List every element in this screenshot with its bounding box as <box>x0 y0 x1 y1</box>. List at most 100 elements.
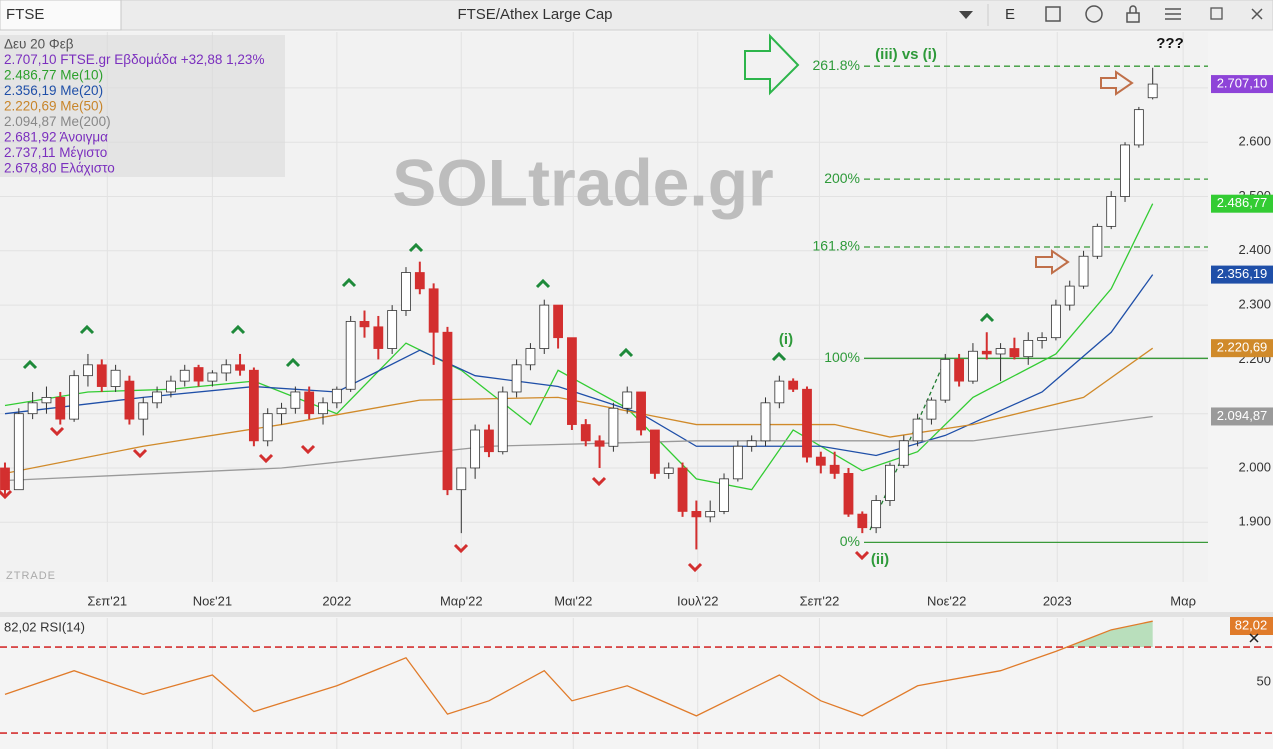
rsi-title: 82,02 RSI(14) <box>4 619 85 634</box>
price-tag-label: 82,02 <box>1235 617 1268 632</box>
x-tick-label: Μαρ'22 <box>440 593 483 608</box>
lock-shackle <box>1129 5 1137 13</box>
fib-label: 0% <box>840 533 860 549</box>
comment-button[interactable] <box>1085 5 1103 23</box>
signal-up <box>408 242 424 253</box>
candle-body <box>788 380 799 390</box>
candle-body <box>373 326 384 349</box>
y-tick-label: 2.300 <box>1238 297 1271 312</box>
candle-body <box>981 350 992 355</box>
candle-body <box>871 500 882 529</box>
y-tick-label: 1.900 <box>1238 514 1271 529</box>
close-panel[interactable] <box>1249 633 1259 643</box>
price-tag-label: 2.220,69 <box>1217 340 1268 355</box>
candle-body <box>207 372 218 382</box>
fib-label: 261.8% <box>813 57 860 73</box>
x-tick-label: 2023 <box>1043 593 1072 608</box>
candle-body <box>567 337 577 425</box>
symbol[interactable]: FTSE <box>6 6 44 23</box>
candle-body <box>235 364 245 371</box>
signal-down <box>258 453 274 464</box>
candle-body <box>221 364 232 374</box>
brown-arrow <box>1035 249 1070 275</box>
candle-body <box>622 391 633 409</box>
moving-average <box>4 415 1153 482</box>
candle-body <box>166 380 176 393</box>
candle-body <box>594 440 605 447</box>
panel-separator <box>0 612 1273 617</box>
candle-body <box>719 478 729 512</box>
candle-body <box>954 358 964 382</box>
x-tick-label: Μαρ <box>1170 593 1196 608</box>
x-tick-label: Σεπ'21 <box>87 593 127 608</box>
symbol-box[interactable] <box>0 0 122 31</box>
candle-body <box>179 369 190 382</box>
signal-up <box>618 347 634 358</box>
candle-body <box>926 399 937 420</box>
candle-body <box>525 348 536 366</box>
rsi-line <box>4 620 1153 717</box>
menu-button[interactable] <box>1165 8 1181 20</box>
x-tick-label: Μαι'22 <box>554 593 592 608</box>
candle-body <box>1078 255 1089 287</box>
signal-down <box>687 562 703 573</box>
candle-body <box>138 402 149 420</box>
candle-body <box>968 350 978 382</box>
candle-body <box>110 369 121 387</box>
candle-body <box>152 391 162 404</box>
candle-body <box>484 429 494 453</box>
legend-line: 2.678,80 Ελάχιστο <box>4 161 115 176</box>
x-tick-label: Ιουλ'22 <box>677 593 718 608</box>
y-tick-label: 2.000 <box>1238 459 1271 474</box>
candle-body <box>13 413 24 491</box>
signal-up <box>22 359 38 370</box>
annotation: (iii) vs (i) <box>875 46 937 63</box>
signal-up <box>285 357 301 368</box>
candle-body <box>290 391 301 409</box>
dropdown[interactable] <box>959 11 973 19</box>
legend-line: 2.356,19 Me(20) <box>4 83 103 98</box>
annotation: (ii) <box>871 551 889 568</box>
candle-body <box>539 304 550 349</box>
legend-line: 2.220,69 Me(50) <box>4 99 103 114</box>
signal-down <box>591 476 607 487</box>
candle-body <box>414 272 425 290</box>
signal-up <box>979 312 995 323</box>
layout-button[interactable] <box>1045 6 1061 22</box>
mode-button[interactable]: E <box>1005 6 1015 23</box>
candle-body <box>359 320 370 328</box>
candle-body <box>705 511 716 518</box>
close-button[interactable] <box>1251 8 1263 20</box>
candle-body <box>1133 109 1144 146</box>
candle-body <box>1147 83 1158 99</box>
candle-body <box>553 304 563 339</box>
candle-body <box>193 367 204 382</box>
candle-body <box>677 467 688 512</box>
candle-body <box>636 391 646 431</box>
fib-label: 161.8% <box>813 238 860 254</box>
candle-body <box>428 288 439 333</box>
candle-body <box>387 310 398 349</box>
candle-body <box>83 364 93 377</box>
candle-body <box>898 440 909 466</box>
y-tick-label: 50 <box>1257 673 1271 688</box>
signal-down <box>0 489 13 500</box>
lock-button[interactable] <box>1126 12 1140 23</box>
fib-label: 200% <box>824 170 860 186</box>
signal-down <box>453 543 469 554</box>
candle-body <box>1050 304 1061 339</box>
moving-average <box>4 347 1154 475</box>
legend-box <box>0 35 285 177</box>
candle-body <box>511 364 522 393</box>
signal-down <box>854 550 870 561</box>
candle-body <box>843 473 854 515</box>
candle-body <box>41 396 52 404</box>
price-tag <box>1211 339 1273 358</box>
price-tag <box>1230 617 1273 635</box>
candle-body <box>580 424 591 442</box>
candle-body <box>885 464 895 501</box>
candle-body <box>262 413 273 442</box>
maximize-button[interactable] <box>1210 7 1223 20</box>
